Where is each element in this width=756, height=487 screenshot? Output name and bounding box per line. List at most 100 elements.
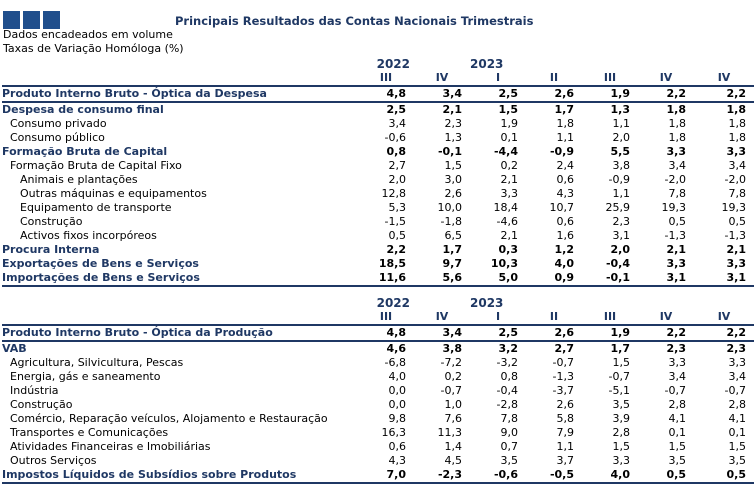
cell-value: 5,0 xyxy=(470,271,526,287)
cell-value: -0,9 xyxy=(549,145,574,158)
cell-value: 3,3 xyxy=(728,356,747,369)
table-expenditure: 2022 2023 III IV I II III IV IV Produto Interno B… xyxy=(2,57,754,287)
cell-value: 3,3 xyxy=(666,145,687,158)
row-label: Despesa de consumo final xyxy=(2,101,358,117)
cell-value: 7,6 xyxy=(444,412,463,425)
cell-value: 0,7 xyxy=(500,440,519,453)
cell-value: 3,3 xyxy=(666,257,687,270)
row-label: Energia, gás e saneamento xyxy=(10,370,161,383)
cell-value: 3,5 xyxy=(668,454,687,467)
row-label: Indústria xyxy=(10,384,59,397)
cell-value: 3,3 xyxy=(500,187,519,200)
table-row: Outros Serviços 4,3 4,5 3,5 3,7 3,3 3,5 3,5 xyxy=(2,454,754,468)
table-row: Despesa de consumo final 2,5 2,1 1,5 1,7 1,3 1… xyxy=(2,101,754,117)
cell-value: 1,1 xyxy=(612,117,631,130)
cell-value: 3,7 xyxy=(556,454,575,467)
table-row: Impostos Líquidos de Subsídios sobre Pro… xyxy=(2,468,754,484)
cell-value: -0,7 xyxy=(664,384,686,397)
cell-value: 2,0 xyxy=(610,243,631,256)
cell-value: -4,4 xyxy=(493,145,518,158)
year-row: 2022 2023 xyxy=(2,296,754,310)
year-row: 2022 2023 xyxy=(2,57,754,71)
cell-value: 2,2 xyxy=(638,324,694,342)
cell-value: 1,0 xyxy=(444,398,463,411)
cell-value: 1,9 xyxy=(582,324,638,342)
cell-value: 1,8 xyxy=(668,117,687,130)
cell-value: 1,9 xyxy=(582,85,638,103)
quarter-label: IV xyxy=(414,310,470,326)
cell-value: -0,6 xyxy=(470,468,526,484)
cell-value: 4,0 xyxy=(554,257,575,270)
cell-value: 0,1 xyxy=(728,426,747,439)
cell-value: 0,5 xyxy=(668,215,687,228)
cell-value: 2,6 xyxy=(556,398,575,411)
cell-value: 2,5 xyxy=(470,324,526,342)
cell-value: 2,5 xyxy=(470,85,526,103)
cell-value: 0,3 xyxy=(498,243,519,256)
quarter-label: III xyxy=(358,310,414,326)
cell-value: 2,4 xyxy=(556,159,575,172)
cell-value: 2,6 xyxy=(444,187,463,200)
cell-value: 3,5 xyxy=(500,454,519,467)
cell-value: 2,7 xyxy=(526,340,582,356)
year-label: 2022 xyxy=(376,57,410,71)
cell-value: 3,3 xyxy=(612,454,631,467)
cell-value: 2,1 xyxy=(500,229,519,242)
table-row: Animais e plantações 2,0 3,0 2,1 0,6 -0,9 -2,0… xyxy=(2,173,754,187)
cell-value: 1,1 xyxy=(556,131,575,144)
table-row: VAB 4,6 3,8 3,2 2,7 1,7 2,3 2,3 xyxy=(2,340,754,356)
subtitle-rates: Taxas de Variação Homóloga (%) xyxy=(3,42,184,55)
table-row: Atividades Financeiras e Imobiliárias 0,6… xyxy=(2,440,754,454)
cell-value: 5,5 xyxy=(610,145,631,158)
cell-value: -0,7 xyxy=(724,384,746,397)
cell-value: 2,2 xyxy=(694,85,754,103)
cell-value: 4,1 xyxy=(668,412,687,425)
cell-value: 7,9 xyxy=(556,426,575,439)
table-row: Activos fixos incorpóreos 0,5 6,5 2,1 1,6 3,1… xyxy=(2,229,754,243)
row-label: Produto Interno Bruto - Óptica da Despes… xyxy=(2,85,358,103)
quarter-row: III IV I II III IV IV xyxy=(2,71,754,87)
cell-value: 2,2 xyxy=(386,243,407,256)
row-label: Exportações de Bens e Serviços xyxy=(2,257,199,270)
cell-value: 2,0 xyxy=(388,173,407,186)
cell-value: 3,0 xyxy=(444,173,463,186)
quarter-label: III xyxy=(582,71,638,87)
table-row: Indústria 0,0 -0,7 -0,4 -3,7 -5,1 -0,7 -0,7 xyxy=(2,384,754,398)
cell-value: 25,9 xyxy=(605,201,631,214)
cell-value: 11,3 xyxy=(437,426,463,439)
table-row: Agricultura, Silvicultura, Pescas -6,8 -7,… xyxy=(2,356,754,370)
cell-value: 1,7 xyxy=(442,243,463,256)
cell-value: 0,5 xyxy=(728,215,747,228)
cell-value: 1,5 xyxy=(728,440,747,453)
cell-value: 5,8 xyxy=(556,412,575,425)
table-row: Energia, gás e saneamento 4,0 0,2 0,8 -1,3 -0… xyxy=(2,370,754,384)
cell-value: 1,1 xyxy=(556,440,575,453)
cell-value: 18,5 xyxy=(378,257,406,270)
cell-value: 1,8 xyxy=(668,131,687,144)
cell-value: 4,5 xyxy=(444,454,463,467)
cell-value: 1,4 xyxy=(444,440,463,453)
cell-value: -0,7 xyxy=(608,370,630,383)
page-title: Principais Resultados das Contas Naciona… xyxy=(175,14,534,28)
cell-value: 9,8 xyxy=(388,412,407,425)
row-label: Outras máquinas e equipamentos xyxy=(20,187,207,200)
cell-value: 9,0 xyxy=(500,426,519,439)
cell-value: -1,3 xyxy=(724,229,746,242)
cell-value: 0,8 xyxy=(386,145,407,158)
cell-value: 2,3 xyxy=(444,117,463,130)
cell-value: 1,5 xyxy=(444,159,463,172)
row-label: Outros Serviços xyxy=(10,454,97,467)
table-row: Construção -1,5 -1,8 -4,6 0,6 2,3 0,5 0,5 xyxy=(2,215,754,229)
quarter-label: IV xyxy=(638,71,694,87)
cell-value: 19,3 xyxy=(721,201,747,214)
logo-block xyxy=(43,11,60,29)
cell-value: 2,2 xyxy=(694,324,754,342)
cell-value: 2,1 xyxy=(666,243,687,256)
table-row: Comércio, Reparação veículos, Alojamento… xyxy=(2,412,754,426)
cell-value: 1,5 xyxy=(612,356,631,369)
cell-value: 1,5 xyxy=(612,440,631,453)
cell-value: 6,5 xyxy=(444,229,463,242)
cell-value: 7,8 xyxy=(668,187,687,200)
year-label: 2023 xyxy=(470,296,504,310)
cell-value: 1,8 xyxy=(728,117,747,130)
